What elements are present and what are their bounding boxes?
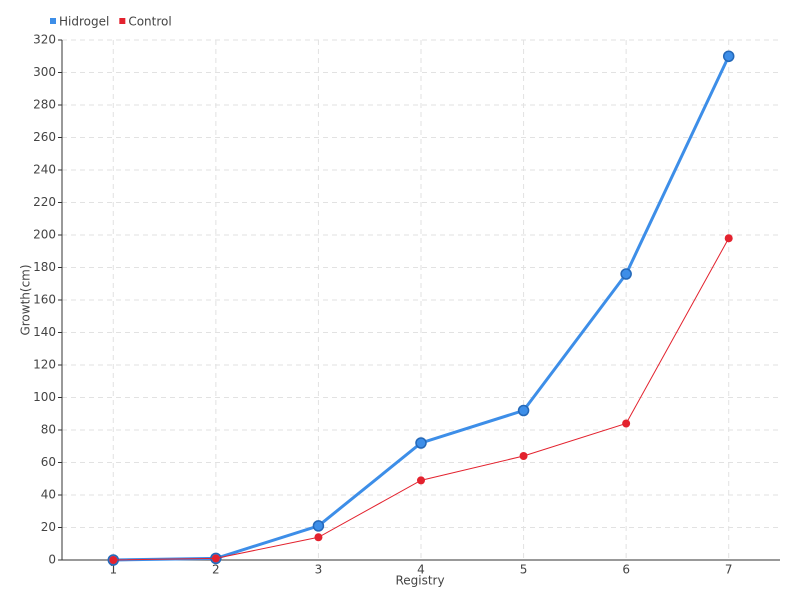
y-axis-label: Growth(cm) bbox=[19, 264, 33, 335]
y-tick-label: 280 bbox=[33, 98, 56, 112]
data-point bbox=[109, 556, 118, 564]
y-tick-label: 60 bbox=[41, 455, 56, 469]
y-tick-label: 40 bbox=[41, 488, 56, 502]
y-tick-label: 120 bbox=[33, 358, 56, 372]
y-tick-label: 80 bbox=[41, 423, 56, 437]
y-tick-label: 320 bbox=[33, 33, 56, 47]
x-tick-label: 4 bbox=[417, 563, 425, 577]
data-point bbox=[312, 520, 325, 532]
legend-label: Control bbox=[128, 15, 171, 29]
data-point bbox=[314, 533, 323, 542]
y-tick-label: 100 bbox=[33, 390, 56, 404]
y-tick-label: 160 bbox=[33, 293, 56, 307]
y-tick-label: 200 bbox=[33, 228, 56, 242]
data-point bbox=[620, 268, 632, 280]
y-tick-label: 260 bbox=[33, 130, 56, 144]
data-point bbox=[722, 50, 735, 62]
data-point bbox=[724, 234, 733, 243]
x-tick-label: 7 bbox=[725, 563, 733, 577]
legend-label: Hidrogel bbox=[59, 15, 109, 29]
data-point bbox=[519, 452, 528, 460]
y-tick-label: 20 bbox=[41, 520, 56, 534]
x-tick-label: 5 bbox=[520, 563, 528, 577]
data-point bbox=[517, 404, 530, 417]
y-tick-label: 140 bbox=[33, 325, 56, 339]
data-point bbox=[622, 419, 631, 428]
legend-swatch bbox=[119, 18, 126, 24]
x-tick-label: 6 bbox=[622, 563, 630, 577]
data-point bbox=[417, 476, 425, 485]
y-tick-label: 300 bbox=[33, 65, 56, 79]
y-tick-label: 240 bbox=[33, 163, 56, 177]
x-tick-label: 3 bbox=[315, 563, 323, 577]
y-tick-label: 0 bbox=[48, 553, 56, 567]
x-axis-label: Registry bbox=[395, 574, 444, 588]
data-point bbox=[415, 437, 427, 449]
x-tick-label: 2 bbox=[212, 563, 220, 577]
y-tick-label: 220 bbox=[33, 195, 56, 209]
y-tick-label: 180 bbox=[33, 260, 56, 274]
data-point bbox=[211, 554, 220, 563]
legend-swatch bbox=[50, 18, 56, 24]
x-tick-label: 1 bbox=[109, 563, 117, 577]
